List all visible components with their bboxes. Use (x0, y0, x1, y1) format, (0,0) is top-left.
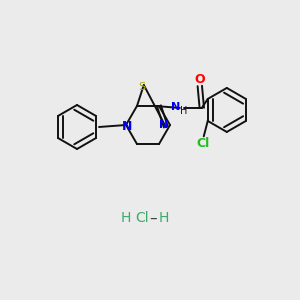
Text: H: H (180, 106, 188, 116)
Text: N: N (171, 102, 180, 112)
Text: H: H (159, 211, 169, 225)
Text: H: H (121, 211, 131, 225)
Text: –: – (149, 211, 157, 226)
Text: N: N (159, 120, 168, 130)
Text: S: S (138, 82, 146, 92)
Text: Cl: Cl (196, 137, 209, 150)
Text: O: O (194, 74, 205, 86)
Text: Cl: Cl (135, 211, 148, 225)
Text: N: N (122, 119, 132, 133)
